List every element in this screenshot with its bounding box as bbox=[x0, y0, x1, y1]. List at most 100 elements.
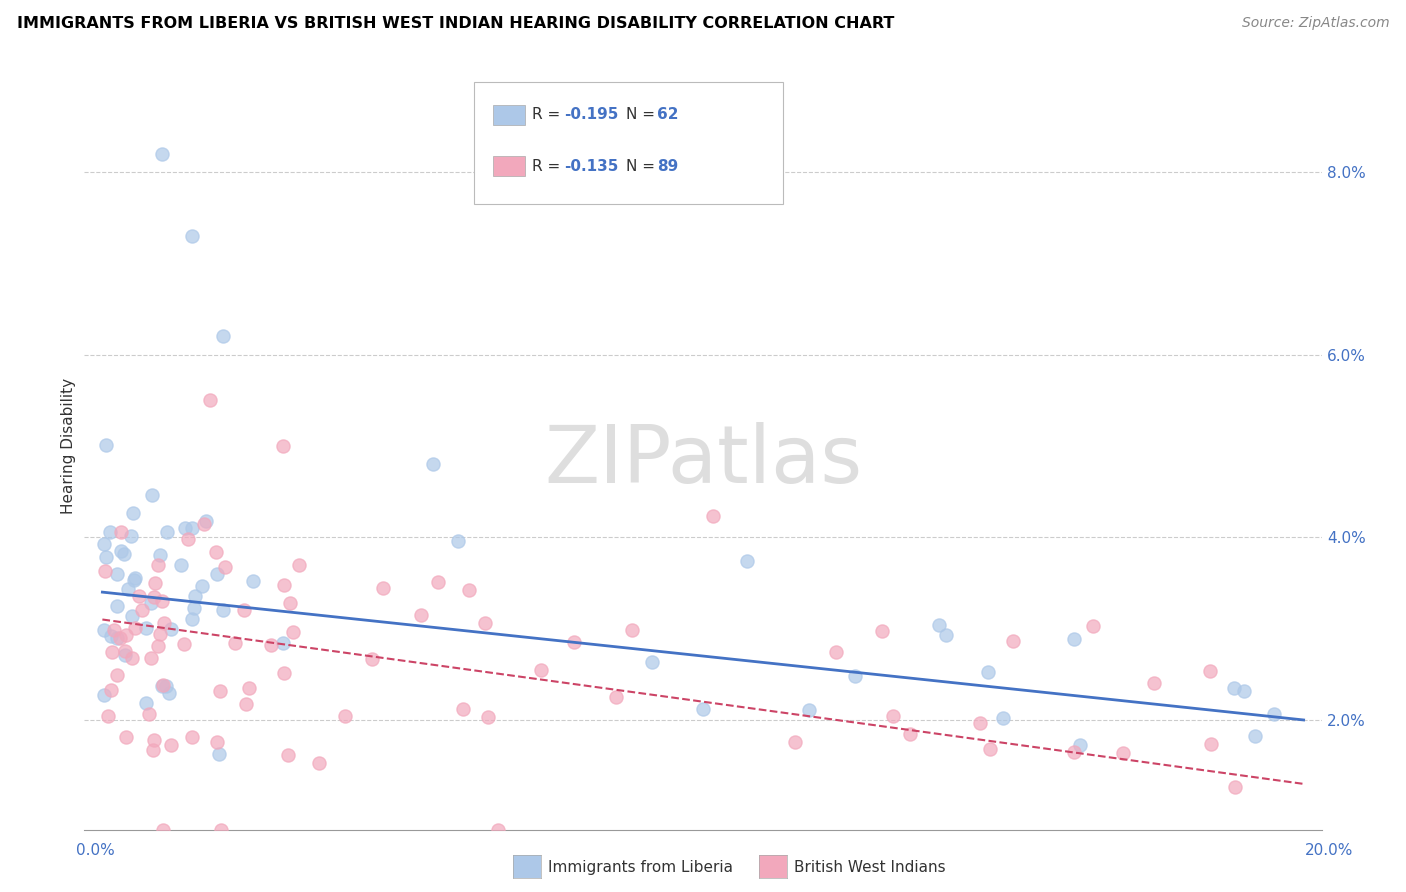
Point bbox=[160, 738, 183, 752]
Point bbox=[486, 822, 509, 837]
Text: 20.0%: 20.0% bbox=[1305, 843, 1353, 858]
Point bbox=[1223, 681, 1246, 695]
Point bbox=[278, 597, 301, 611]
Point bbox=[105, 631, 128, 645]
Point bbox=[277, 747, 299, 762]
Point bbox=[308, 756, 330, 771]
Point bbox=[451, 702, 474, 716]
Point bbox=[181, 229, 204, 244]
Point bbox=[371, 581, 394, 595]
Point bbox=[870, 624, 893, 638]
Point bbox=[242, 574, 264, 589]
Point bbox=[93, 688, 115, 702]
Point bbox=[152, 678, 174, 692]
Y-axis label: Hearing Disability: Hearing Disability bbox=[60, 378, 76, 514]
Point bbox=[110, 544, 132, 558]
Point bbox=[797, 703, 820, 717]
Point bbox=[640, 655, 662, 669]
Point bbox=[1244, 729, 1267, 743]
Point bbox=[93, 564, 115, 578]
Point bbox=[143, 590, 166, 604]
Point bbox=[1199, 664, 1222, 678]
Point bbox=[121, 651, 143, 665]
Point bbox=[191, 579, 214, 593]
Point bbox=[107, 599, 129, 613]
Point bbox=[115, 730, 138, 744]
Text: Source: ZipAtlas.com: Source: ZipAtlas.com bbox=[1241, 16, 1389, 30]
Point bbox=[114, 644, 136, 658]
Point bbox=[474, 615, 496, 630]
Point bbox=[287, 558, 309, 572]
Point bbox=[114, 648, 136, 662]
Point bbox=[209, 822, 232, 837]
Point bbox=[143, 575, 166, 590]
Point bbox=[409, 607, 432, 622]
Point bbox=[181, 730, 204, 744]
Point bbox=[103, 624, 125, 638]
Point bbox=[458, 582, 481, 597]
Point bbox=[173, 521, 195, 535]
Point bbox=[1069, 739, 1091, 753]
Point bbox=[173, 637, 195, 651]
Point bbox=[233, 603, 256, 617]
Point bbox=[146, 639, 169, 653]
Text: ZIPatlas: ZIPatlas bbox=[544, 422, 862, 500]
Point bbox=[204, 545, 226, 559]
Point bbox=[184, 589, 207, 603]
Text: R =: R = bbox=[533, 159, 565, 174]
Point bbox=[128, 589, 150, 603]
Point bbox=[271, 636, 294, 650]
Point bbox=[112, 547, 135, 561]
Point bbox=[155, 524, 177, 539]
Point bbox=[124, 571, 146, 585]
Point bbox=[207, 735, 229, 749]
Point bbox=[993, 711, 1015, 725]
Point bbox=[157, 686, 180, 700]
Point bbox=[529, 663, 551, 677]
Point bbox=[447, 534, 470, 549]
Point bbox=[208, 747, 231, 762]
Point bbox=[783, 735, 806, 749]
Point bbox=[146, 558, 169, 573]
Point bbox=[969, 715, 991, 730]
Text: 62: 62 bbox=[657, 107, 679, 122]
Text: 0.0%: 0.0% bbox=[76, 843, 115, 858]
Text: -0.195: -0.195 bbox=[564, 107, 619, 122]
Point bbox=[176, 533, 198, 547]
Point bbox=[110, 631, 132, 645]
Point bbox=[273, 666, 295, 681]
Point bbox=[183, 601, 205, 615]
Point bbox=[100, 629, 122, 643]
Point bbox=[477, 710, 499, 724]
Point bbox=[273, 578, 295, 592]
Point bbox=[159, 623, 181, 637]
Point bbox=[149, 627, 172, 641]
Point bbox=[271, 439, 294, 453]
Point bbox=[235, 697, 257, 711]
Point bbox=[1199, 737, 1222, 751]
Point bbox=[737, 553, 759, 567]
Point bbox=[170, 558, 193, 573]
Point bbox=[142, 732, 165, 747]
Point bbox=[180, 612, 202, 626]
Point bbox=[702, 508, 724, 523]
Point bbox=[181, 521, 204, 535]
Text: Immigrants from Liberia: Immigrants from Liberia bbox=[548, 860, 734, 874]
Point bbox=[105, 667, 128, 681]
Text: -0.135: -0.135 bbox=[564, 159, 619, 174]
Point bbox=[155, 679, 177, 693]
Point bbox=[124, 621, 146, 635]
Point bbox=[194, 514, 217, 528]
Point bbox=[979, 741, 1001, 756]
Point bbox=[928, 617, 950, 632]
Point bbox=[114, 628, 136, 642]
Point bbox=[93, 623, 115, 637]
Point bbox=[1001, 633, 1024, 648]
FancyBboxPatch shape bbox=[492, 156, 524, 176]
Point bbox=[898, 727, 921, 741]
Point bbox=[138, 706, 160, 721]
Point bbox=[692, 702, 714, 716]
Text: IMMIGRANTS FROM LIBERIA VS BRITISH WEST INDIAN HEARING DISABILITY CORRELATION CH: IMMIGRANTS FROM LIBERIA VS BRITISH WEST … bbox=[17, 16, 894, 31]
Point bbox=[825, 645, 848, 659]
Point bbox=[564, 634, 586, 648]
